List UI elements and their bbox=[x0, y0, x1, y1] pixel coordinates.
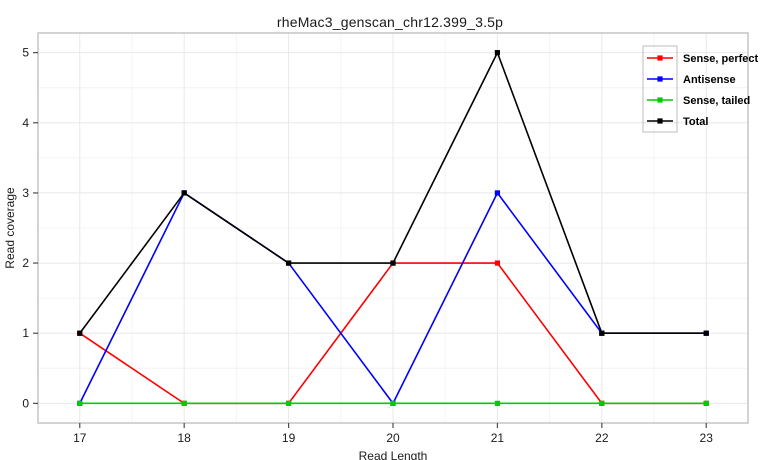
legend-marker-icon bbox=[657, 118, 663, 124]
legend-marker-icon bbox=[657, 76, 663, 82]
y-tick-label: 2 bbox=[22, 256, 29, 270]
y-tick-label: 1 bbox=[22, 326, 29, 340]
y-tick-label: 4 bbox=[22, 116, 29, 130]
x-tick-label: 23 bbox=[700, 431, 714, 445]
x-tick-label: 22 bbox=[595, 431, 609, 445]
y-axis-title: Read coverage bbox=[3, 187, 17, 269]
legend-item-label: Antisense bbox=[683, 74, 736, 86]
data-series bbox=[77, 50, 709, 406]
legend-item[interactable]: Sense, perfect bbox=[647, 53, 759, 65]
data-point-marker bbox=[599, 330, 605, 336]
data-point-marker bbox=[494, 50, 501, 56]
legend-item-label: Total bbox=[683, 116, 708, 128]
data-point-marker bbox=[181, 190, 187, 196]
chart-legend: Sense, perfect Antisense Sense, tailed Tota… bbox=[642, 45, 759, 133]
legend-item-label: Sense, tailed bbox=[683, 95, 750, 107]
y-tick-label: 0 bbox=[22, 396, 29, 410]
data-point-marker bbox=[77, 400, 83, 406]
data-point-marker bbox=[494, 400, 501, 406]
axis-titles: Read Length Read coverage bbox=[3, 187, 427, 460]
data-point-marker bbox=[390, 260, 396, 266]
data-point-marker bbox=[285, 260, 292, 266]
chart-title: rheMac3_genscan_chr12.399_3.5p bbox=[276, 14, 504, 30]
data-point-marker bbox=[77, 330, 83, 336]
legend-item[interactable]: Antisense bbox=[647, 74, 736, 86]
legend-item[interactable]: Sense, tailed bbox=[647, 95, 750, 107]
x-tick-label: 20 bbox=[386, 431, 400, 445]
data-point-marker bbox=[285, 400, 292, 406]
data-point-marker bbox=[494, 190, 501, 196]
x-tick-label: 17 bbox=[73, 431, 87, 445]
legend-marker-icon bbox=[657, 55, 663, 61]
y-tick-label: 5 bbox=[22, 46, 29, 60]
x-tick-label: 19 bbox=[282, 431, 296, 445]
data-point-marker bbox=[703, 330, 709, 336]
x-tick-label: 21 bbox=[491, 431, 505, 445]
data-point-marker bbox=[181, 400, 187, 406]
x-tick-label: 18 bbox=[177, 431, 191, 445]
data-point-marker bbox=[599, 400, 605, 406]
data-point-marker bbox=[703, 400, 709, 406]
axis-ticks bbox=[33, 52, 707, 428]
data-point-marker bbox=[390, 400, 396, 406]
data-point-marker bbox=[494, 260, 501, 266]
legend-marker-icon bbox=[657, 97, 663, 103]
x-axis-title: Read Length bbox=[359, 449, 428, 460]
legend-symbol-box bbox=[642, 45, 678, 133]
y-tick-label: 3 bbox=[22, 186, 29, 200]
legend-item[interactable]: Total bbox=[647, 116, 708, 128]
legend-item-label: Sense, perfect bbox=[683, 53, 759, 65]
